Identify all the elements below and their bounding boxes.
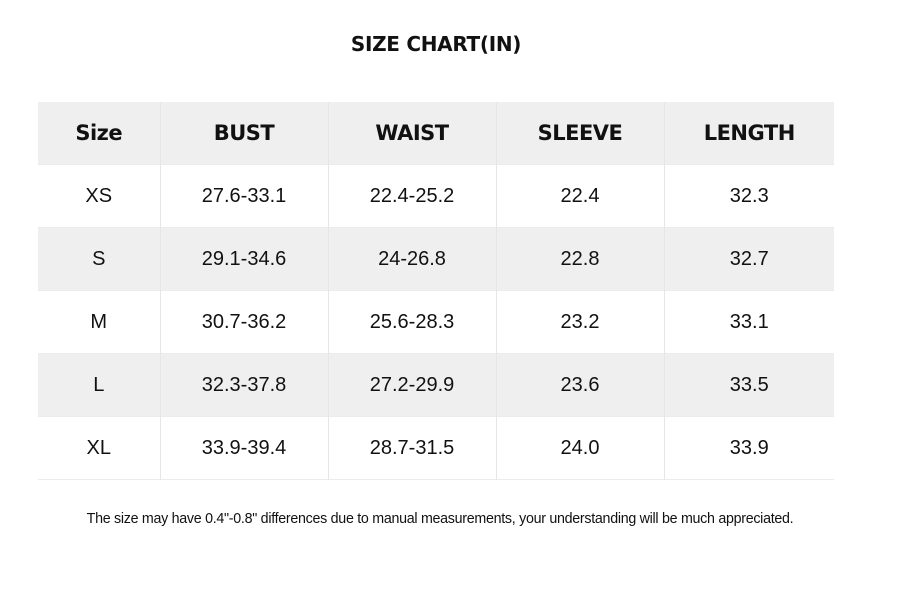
- cell-waist: 24-26.8: [327, 227, 496, 291]
- table-row: S 29.1-34.6 24-26.8 22.8 32.7: [38, 227, 834, 291]
- table-row: XS 27.6-33.1 22.4-25.2 22.4 32.3: [38, 164, 834, 228]
- cell-length: 33.1: [663, 290, 834, 354]
- chart-title: SIZE CHART(IN): [350, 32, 522, 56]
- header-sleeve: SLEEVE: [495, 102, 664, 165]
- header-bust: BUST: [159, 102, 328, 165]
- cell-size: S: [92, 247, 106, 270]
- header-size: Size: [75, 121, 123, 145]
- cell-length: 32.3: [663, 164, 834, 228]
- cell-sleeve: 24.0: [495, 416, 664, 480]
- cell-sleeve: 23.2: [495, 290, 664, 354]
- cell-length: 32.7: [663, 227, 834, 291]
- cell-waist: 25.6-28.3: [327, 290, 496, 354]
- cell-sleeve: 22.4: [495, 164, 664, 228]
- cell-bust: 33.9-39.4: [159, 416, 328, 480]
- cell-sleeve: 23.6: [495, 353, 664, 417]
- cell-length: 33.9: [663, 416, 834, 480]
- header-length: LENGTH: [663, 102, 834, 165]
- header-waist: WAIST: [327, 102, 496, 165]
- table-row: L 32.3-37.8 27.2-29.9 23.6 33.5: [38, 353, 834, 417]
- cell-size: L: [93, 373, 105, 396]
- measurement-note: The size may have 0.4"-0.8" differences …: [86, 510, 794, 527]
- cell-length: 33.5: [663, 353, 834, 417]
- cell-bust: 30.7-36.2: [159, 290, 328, 354]
- cell-bust: 29.1-34.6: [159, 227, 328, 291]
- header-row: Size BUST WAIST SLEEVE LENGTH: [38, 102, 834, 165]
- table-row: XL 33.9-39.4 28.7-31.5 24.0 33.9: [38, 416, 834, 480]
- cell-bust: 27.6-33.1: [159, 164, 328, 228]
- cell-size: M: [90, 310, 108, 333]
- cell-size: XL: [86, 436, 111, 459]
- size-table: Size BUST WAIST SLEEVE LENGTH XS 27.6-33.…: [38, 102, 834, 480]
- cell-size: XS: [85, 184, 113, 207]
- cell-waist: 27.2-29.9: [327, 353, 496, 417]
- cell-bust: 32.3-37.8: [159, 353, 328, 417]
- table-row: M 30.7-36.2 25.6-28.3 23.2 33.1: [38, 290, 834, 354]
- cell-waist: 22.4-25.2: [327, 164, 496, 228]
- cell-waist: 28.7-31.5: [327, 416, 496, 480]
- cell-sleeve: 22.8: [495, 227, 664, 291]
